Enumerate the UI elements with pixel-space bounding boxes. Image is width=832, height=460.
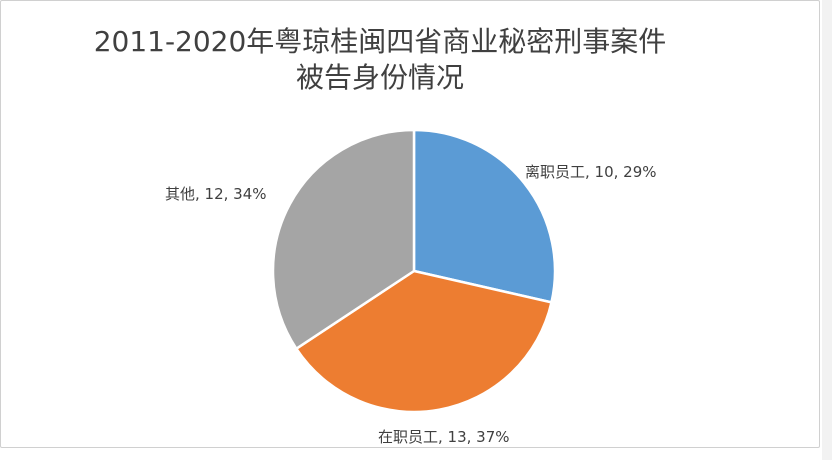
chart-title-line-1: 2011-2020年粤琼桂闽四省商业秘密刑事案件 bbox=[93, 25, 667, 58]
pie-slice-current-employees bbox=[295, 269, 553, 414]
pie-slice-departed-employees bbox=[412, 128, 557, 304]
chart-title: 2011-2020年粤琼桂闽四省商业秘密刑事案件 被告身份情况 bbox=[40, 24, 720, 96]
data-label-departed-employees: 离职员工, 10, 29% bbox=[525, 163, 657, 181]
data-label-other: 其他, 12, 34% bbox=[165, 185, 267, 203]
data-label-current-employees: 在职员工, 13, 37% bbox=[378, 428, 510, 446]
chart-title-line-2: 被告身份情况 bbox=[295, 61, 464, 94]
pie-slices bbox=[271, 128, 557, 414]
pie-slice-other bbox=[271, 128, 416, 350]
pie-data-labels: 离职员工, 10, 29% 在职员工, 13, 37% 其他, 12, 34% bbox=[165, 163, 657, 446]
page-edge bbox=[822, 0, 832, 460]
